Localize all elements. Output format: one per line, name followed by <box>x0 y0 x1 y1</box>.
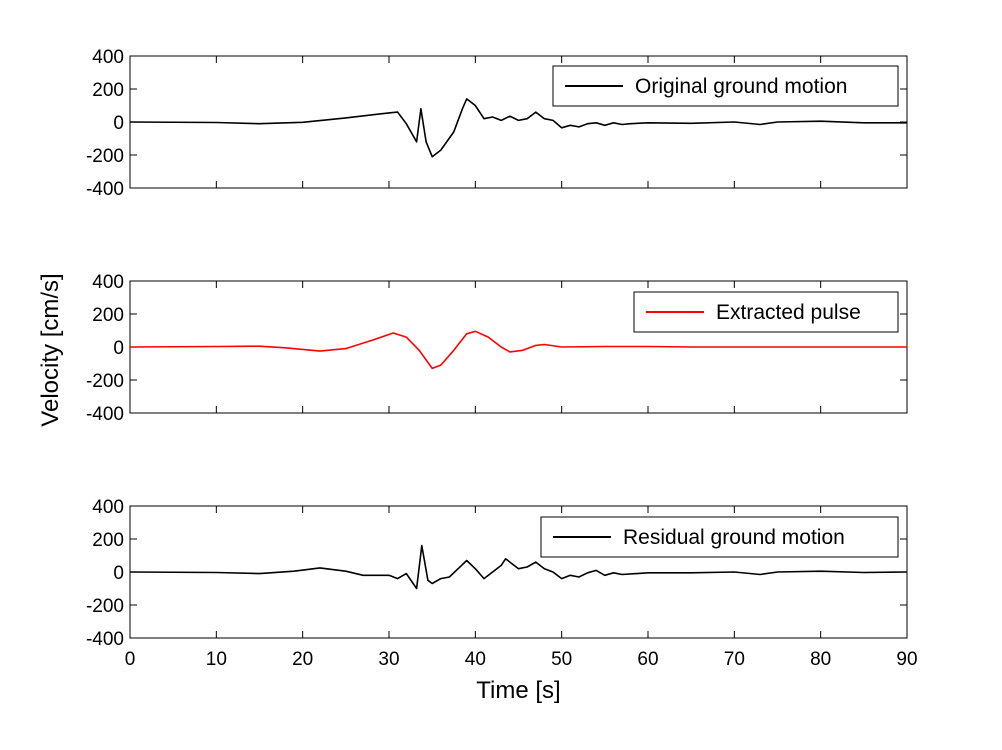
x-tick-label: 50 <box>551 649 572 670</box>
y-tick-label: -200 <box>86 596 124 617</box>
y-tick-label: -400 <box>86 629 124 650</box>
y-tick-label: -400 <box>86 179 124 200</box>
y-tick-label: 0 <box>113 563 124 584</box>
y-tick-label: 0 <box>113 113 124 134</box>
legend-label: Extracted pulse <box>716 301 861 324</box>
subplot-2: 400 200 0 -200 -400 Extracted pulse <box>86 272 908 425</box>
y-tick-label: 200 <box>92 80 124 101</box>
subplot-1: 400 200 0 -200 -400 Original ground motion <box>86 47 908 200</box>
x-tick-label: 0 <box>125 649 136 670</box>
y-tick-label: 200 <box>92 305 124 326</box>
y-tick-label: 0 <box>113 338 124 359</box>
series-line <box>129 98 907 158</box>
series-line <box>129 544 908 590</box>
legend-label: Residual ground motion <box>623 526 845 549</box>
y-tick-label: 200 <box>92 530 124 551</box>
y-tick-label: -400 <box>86 404 124 425</box>
y-tick-label: -200 <box>86 371 124 392</box>
x-tick-label: 80 <box>810 649 831 670</box>
x-tick-label: 60 <box>637 649 658 670</box>
y-tick-label: 400 <box>92 47 124 68</box>
x-axis-title: Time [s] <box>476 677 560 704</box>
series-line <box>129 330 907 370</box>
legend: Extracted pulse <box>633 291 899 333</box>
y-tick-label: 400 <box>92 272 124 293</box>
x-tick-label: 40 <box>465 649 486 670</box>
legend-label: Original ground motion <box>635 75 847 98</box>
x-tick-label: 90 <box>896 649 917 670</box>
y-tick-label: 400 <box>92 497 124 518</box>
y-tick-label: -200 <box>86 146 124 167</box>
x-tick-label: 10 <box>206 649 227 670</box>
legend: Original ground motion <box>552 65 899 107</box>
x-tick-label: 20 <box>292 649 313 670</box>
y-axis-title: Velocity [cm/s] <box>37 273 64 426</box>
x-tick-label: 30 <box>378 649 399 670</box>
legend: Residual ground motion <box>540 516 899 558</box>
x-tick-label: 70 <box>724 649 745 670</box>
